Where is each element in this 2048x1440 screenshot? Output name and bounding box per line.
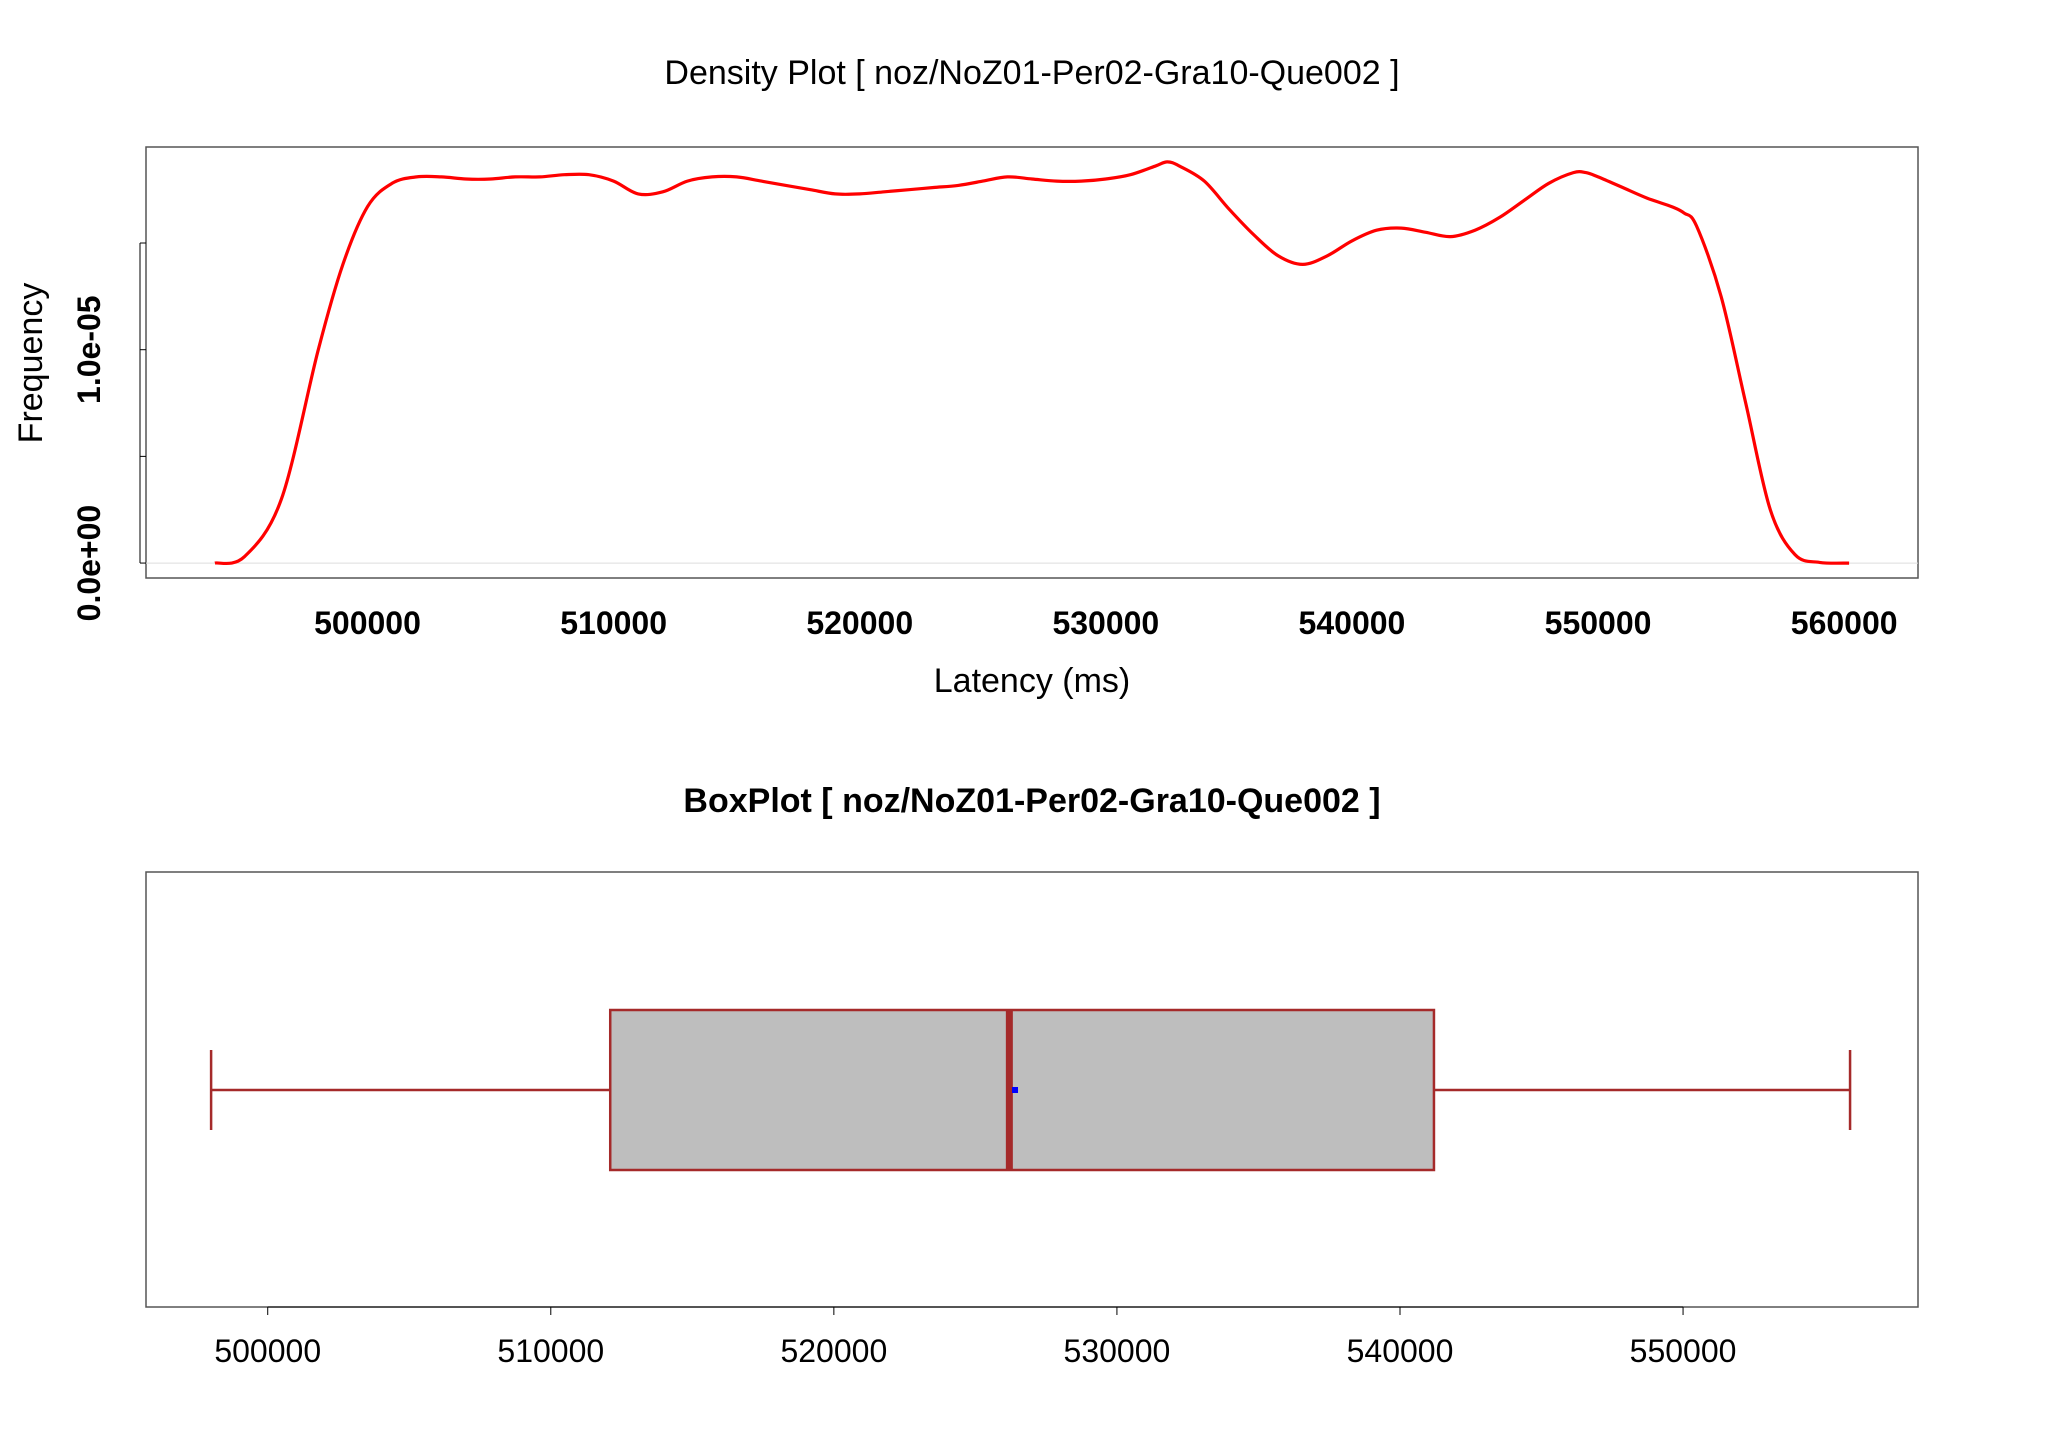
box-x-tick-label: 520000	[780, 1333, 887, 1369]
box-x-tick-label: 540000	[1347, 1333, 1454, 1369]
box-x-tick-label: 530000	[1064, 1333, 1171, 1369]
interquartile-box	[608, 1008, 1436, 1172]
box-x-tick-label: 510000	[497, 1333, 604, 1369]
density-x-tick-label: 520000	[806, 605, 913, 641]
density-y-tick-label: 1.0e-05	[71, 295, 107, 404]
density-x-axis: 500000 510000 520000 530000 540000 550000 5600…	[314, 605, 1897, 641]
box-marks	[209, 1008, 1852, 1172]
density-y-tick-label: 0.0e+00	[71, 505, 107, 622]
density-y-axis-label: Frequency	[12, 283, 50, 444]
box-x-tick-label: 550000	[1630, 1333, 1737, 1369]
density-x-tick-label: 560000	[1791, 605, 1898, 641]
density-x-tick-label: 510000	[560, 605, 667, 641]
density-title: Density Plot [ noz/NoZ01-Per02-Gra10-Que…	[664, 54, 1399, 92]
density-plot-frame	[145, 146, 1919, 579]
box-x-tick-label: 500000	[214, 1333, 321, 1369]
density-x-tick-label: 550000	[1545, 605, 1652, 641]
mean-marker	[1012, 1087, 1019, 1093]
box-plot: BoxPlot [ noz/NoZ01-Per02-Gra10-Que002 ]…	[145, 782, 1919, 1369]
density-y-axis: 0.0e+00 1.0e-05	[71, 242, 1918, 622]
density-x-tick-label: 500000	[314, 605, 421, 641]
density-x-tick-label: 530000	[1052, 605, 1159, 641]
density-x-tick-label: 540000	[1299, 605, 1406, 641]
density-curve	[214, 160, 1850, 566]
density-x-axis-label: Latency (ms)	[934, 662, 1131, 700]
box-title: BoxPlot [ noz/NoZ01-Per02-Gra10-Que002 ]	[683, 782, 1380, 820]
box-x-axis: 500000 510000 520000 530000 540000 550000	[214, 1306, 1737, 1369]
density-plot: Density Plot [ noz/NoZ01-Per02-Gra10-Que…	[12, 54, 1919, 700]
